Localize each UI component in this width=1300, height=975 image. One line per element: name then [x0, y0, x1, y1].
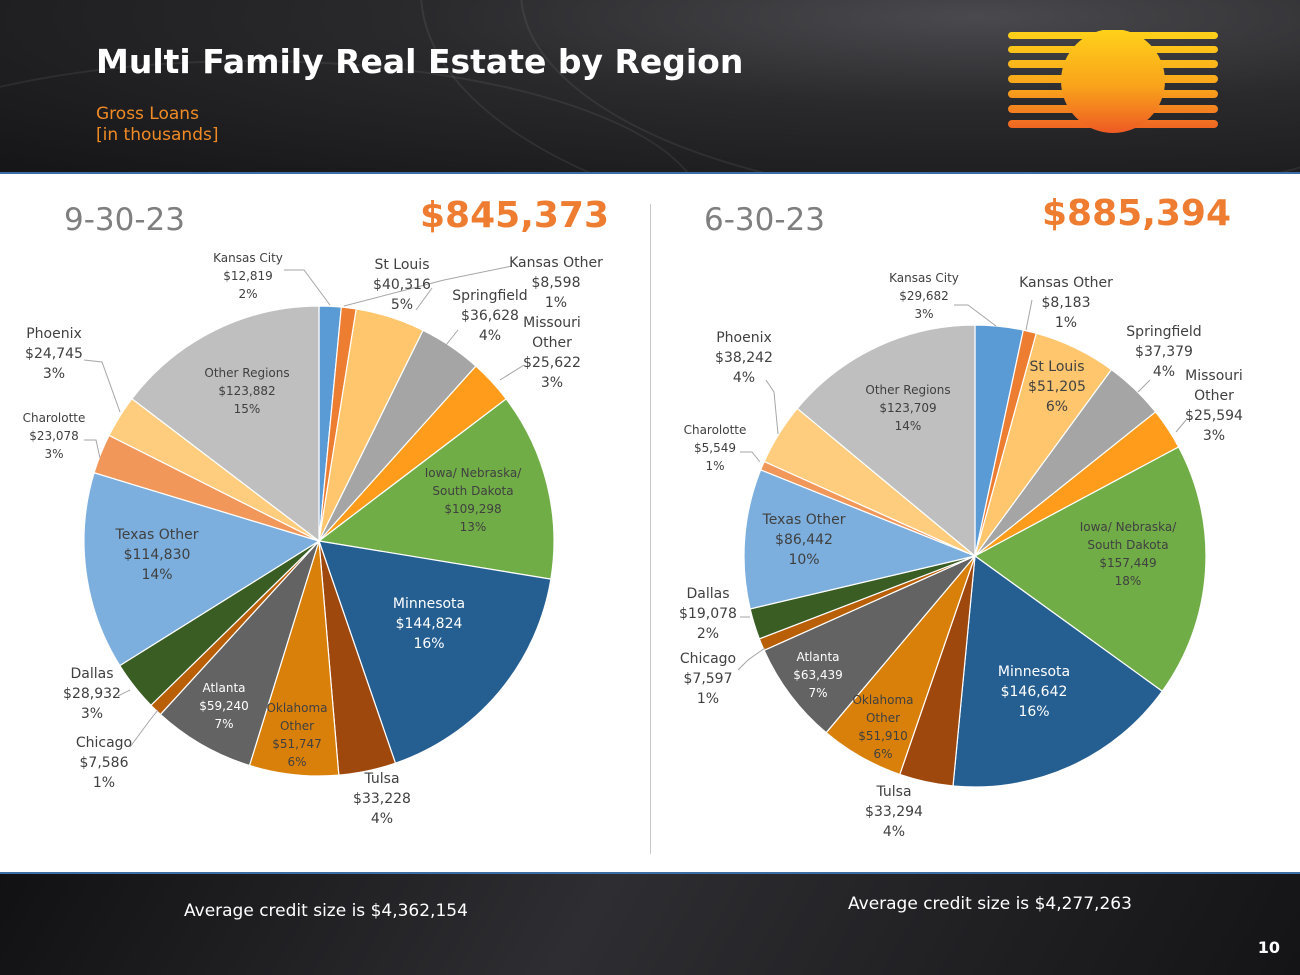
- right-label-atlanta: Atlanta $63,439 7%: [793, 650, 843, 700]
- left-pie-slice-texas-other: [83, 472, 321, 667]
- right-pie-slice-other-regions: [796, 324, 976, 558]
- right-label-st-louis: St Louis $51,205 6%: [1028, 359, 1086, 415]
- left-label-tulsa: Tulsa $33,228 4%: [353, 771, 411, 827]
- right-label-kansas-other: Kansas Other $8,183 1%: [1019, 275, 1113, 331]
- right-label-other-regions: Other Regions $123,709 14%: [865, 383, 950, 433]
- page-title: Multi Family Real Estate by Region: [96, 42, 744, 81]
- right-pie-slice-minnesota: [952, 554, 1164, 788]
- right-leader-line: [1025, 299, 1033, 331]
- left-leader-line: [84, 439, 101, 459]
- right-label-oklahoma-other: Oklahoma Other $51,910 6%: [852, 693, 913, 761]
- right-label-minnesota: Minnesota $146,642 16%: [998, 664, 1070, 720]
- right-pie-slice-iowa-nebraska-south-dakota: [973, 446, 1207, 693]
- company-logo: [1008, 30, 1218, 133]
- left-pie-chart: Kansas City $12,819 2% Kansas Other $8,598 1%…: [23, 251, 604, 827]
- left-leader-line: [284, 269, 331, 306]
- left-label-kansas-other: Kansas Other $8,598 1%: [509, 255, 603, 311]
- right-label-kansas-city: Kansas City $29,682 3%: [889, 271, 959, 321]
- left-pie-slice-other-regions: [131, 305, 320, 543]
- page-subtitle: Gross Loans [in thousands]: [96, 104, 218, 146]
- right-pie-chart: Kansas City $29,682 3% Kansas Other $8,183 1%…: [679, 271, 1243, 840]
- right-label-iowa-nebraska-south-dakota: Iowa/ Nebraska/South Dakota $157,449 18%: [1080, 520, 1178, 588]
- left-label-oklahoma-other: Oklahoma Other $51,747 6%: [266, 701, 327, 769]
- left-pie-slice-iowa-nebraska-south-dakota: [317, 398, 555, 580]
- left-leader-line: [343, 265, 513, 307]
- right-pie-slice-texas-other: [743, 469, 977, 610]
- right-leader-line: [954, 304, 997, 327]
- left-label-chicago: Chicago $7,586 1%: [76, 735, 132, 791]
- slide-header: Multi Family Real Estate by Region Gross…: [0, 0, 1300, 172]
- left-label-kansas-city: Kansas City $12,819 2%: [213, 251, 283, 301]
- right-label-chicago: Chicago $7,597 1%: [680, 651, 736, 707]
- right-average-credit-note: Average credit size is $4,277,263: [848, 894, 1132, 914]
- left-pie-slice-atlanta: [159, 540, 320, 767]
- right-leader-line: [1175, 419, 1187, 433]
- right-leader-line: [737, 647, 766, 671]
- right-pie-slice-atlanta: [763, 555, 976, 734]
- right-label-phoenix: Phoenix $38,242 4%: [715, 330, 773, 386]
- left-leader-line: [129, 709, 159, 748]
- right-label-missouri-other: Missouri Other $25,594 3%: [1185, 368, 1243, 444]
- left-leader-line: [445, 329, 459, 346]
- subtitle-line-1: Gross Loans: [96, 104, 199, 124]
- subtitle-line-2: [in thousands]: [96, 125, 219, 145]
- right-label-texas-other: Texas Other $86,442 10%: [762, 512, 846, 568]
- left-leader-line: [415, 287, 433, 311]
- left-label-iowa-nebraska-south-dakota: Iowa/ Nebraska/South Dakota $109,298 13%: [425, 466, 523, 534]
- left-label-atlanta: Atlanta $59,240 7%: [199, 681, 249, 731]
- left-chart-date: 9-30-23: [64, 202, 185, 238]
- left-label-dallas: Dallas $28,932 3%: [63, 666, 121, 722]
- right-leader-line: [740, 451, 761, 463]
- right-label-charolotte: Charolotte $5,549 1%: [684, 423, 747, 473]
- left-leader-line: [83, 359, 121, 413]
- slide-footer: Average credit size is $4,362,154 Averag…: [0, 874, 1300, 975]
- right-label-springfield: Springfield $37,379 4%: [1126, 324, 1201, 380]
- panel-divider: [650, 204, 651, 854]
- right-label-tulsa: Tulsa $33,294 4%: [865, 784, 923, 840]
- left-chart-total: $845,373: [420, 195, 610, 236]
- right-label-dallas: Dallas $19,078 2%: [679, 586, 737, 642]
- left-label-charolotte: Charolotte $23,078 3%: [23, 411, 86, 461]
- right-chart-date: 6-30-23: [704, 202, 825, 238]
- left-label-texas-other: Texas Other $114,830 14%: [115, 527, 199, 583]
- left-leader-line: [117, 689, 131, 697]
- page-number: 10: [1257, 938, 1280, 957]
- right-chart-total: $885,394: [1042, 193, 1232, 234]
- right-leader-line: [1137, 379, 1151, 393]
- left-label-other-regions: Other Regions $123,882 15%: [204, 366, 289, 416]
- left-label-phoenix: Phoenix $24,745 3%: [25, 326, 83, 382]
- right-leader-line: [765, 379, 779, 435]
- left-leader-line: [499, 364, 525, 381]
- left-label-st-louis: St Louis $40,316 5%: [373, 257, 431, 313]
- left-label-springfield: Springfield $36,628 4%: [452, 288, 527, 344]
- left-average-credit-note: Average credit size is $4,362,154: [184, 901, 468, 921]
- left-label-minnesota: Minnesota $144,824 16%: [393, 596, 465, 652]
- left-label-missouri-other: Missouri Other $25,622 3%: [523, 315, 581, 391]
